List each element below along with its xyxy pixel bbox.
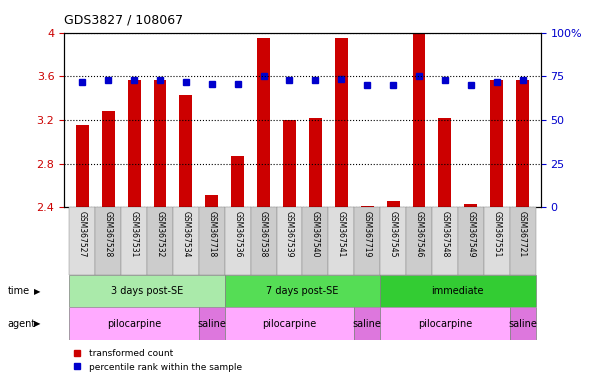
Text: GSM367531: GSM367531 <box>130 211 139 257</box>
Bar <box>76 126 89 207</box>
Bar <box>412 33 425 207</box>
Bar <box>328 207 354 275</box>
Bar <box>510 307 536 340</box>
Bar <box>387 201 400 207</box>
Bar <box>69 307 199 340</box>
Bar <box>225 275 380 307</box>
Text: saline: saline <box>197 318 226 329</box>
Text: GSM367527: GSM367527 <box>78 211 87 257</box>
Text: GSM367528: GSM367528 <box>104 211 112 257</box>
Bar <box>225 207 251 275</box>
Text: GDS3827 / 108067: GDS3827 / 108067 <box>64 13 183 26</box>
Text: ▶: ▶ <box>34 286 41 296</box>
Bar <box>354 207 380 275</box>
Text: GSM367541: GSM367541 <box>337 211 346 257</box>
Legend: transformed count, percentile rank within the sample: transformed count, percentile rank withi… <box>68 346 245 376</box>
Text: pilocarpine: pilocarpine <box>418 318 472 329</box>
Text: GSM367540: GSM367540 <box>311 211 320 257</box>
Bar <box>490 79 503 207</box>
Text: ▶: ▶ <box>34 319 41 328</box>
Bar <box>380 275 536 307</box>
Bar <box>510 207 536 275</box>
Text: GSM367721: GSM367721 <box>518 211 527 257</box>
Bar <box>173 207 199 275</box>
Bar <box>153 79 166 207</box>
Text: GSM367549: GSM367549 <box>466 211 475 257</box>
Text: 7 days post-SE: 7 days post-SE <box>266 286 338 296</box>
Text: GSM367534: GSM367534 <box>181 211 191 257</box>
Bar <box>121 207 147 275</box>
Text: saline: saline <box>508 318 537 329</box>
Bar <box>354 307 380 340</box>
Bar <box>225 307 354 340</box>
Text: GSM367539: GSM367539 <box>285 211 294 257</box>
Bar <box>484 207 510 275</box>
Text: pilocarpine: pilocarpine <box>262 318 316 329</box>
Bar <box>439 118 452 207</box>
Text: pilocarpine: pilocarpine <box>107 318 161 329</box>
Text: 3 days post-SE: 3 days post-SE <box>111 286 183 296</box>
Bar <box>95 207 121 275</box>
Text: GSM367538: GSM367538 <box>259 211 268 257</box>
Bar <box>458 207 484 275</box>
Bar <box>101 111 115 207</box>
Bar <box>205 195 218 207</box>
Bar <box>380 207 406 275</box>
Bar <box>128 79 141 207</box>
Bar <box>231 156 244 207</box>
Bar <box>199 207 225 275</box>
Bar <box>406 207 432 275</box>
Text: GSM367548: GSM367548 <box>441 211 450 257</box>
Text: GSM367536: GSM367536 <box>233 211 242 257</box>
Text: GSM367551: GSM367551 <box>492 211 501 257</box>
Bar <box>309 118 322 207</box>
Bar <box>516 79 529 207</box>
Bar <box>251 207 277 275</box>
Text: time: time <box>7 286 29 296</box>
Text: immediate: immediate <box>431 286 484 296</box>
Bar <box>464 204 477 207</box>
Bar <box>69 207 95 275</box>
Bar <box>180 95 192 207</box>
Bar <box>257 38 270 207</box>
Bar <box>335 38 348 207</box>
Text: saline: saline <box>353 318 382 329</box>
Text: agent: agent <box>7 319 35 329</box>
Bar <box>147 207 173 275</box>
Bar <box>432 207 458 275</box>
Text: GSM367718: GSM367718 <box>207 211 216 257</box>
Text: GSM367532: GSM367532 <box>155 211 164 257</box>
Bar <box>380 307 510 340</box>
Bar <box>69 275 225 307</box>
Bar <box>277 207 302 275</box>
Text: GSM367545: GSM367545 <box>389 211 398 257</box>
Text: GSM367719: GSM367719 <box>363 211 371 257</box>
Bar <box>199 307 225 340</box>
Bar <box>360 206 374 207</box>
Text: GSM367546: GSM367546 <box>414 211 423 257</box>
Bar <box>283 120 296 207</box>
Bar <box>302 207 328 275</box>
